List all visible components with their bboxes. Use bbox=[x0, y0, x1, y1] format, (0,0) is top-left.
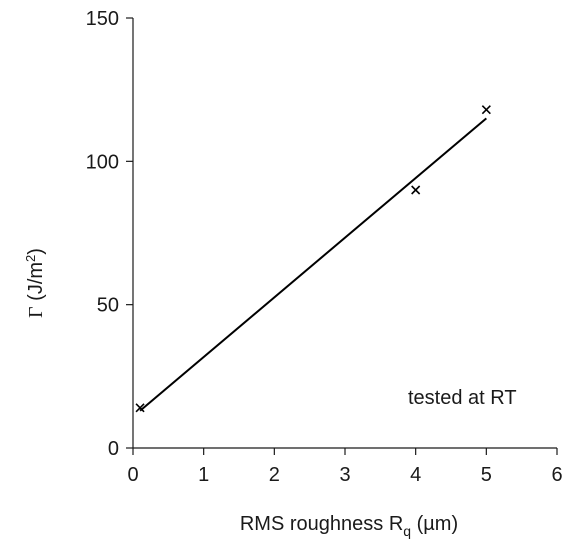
y-tick-label-150: 150 bbox=[86, 8, 119, 30]
x-tick-label-2: 2 bbox=[269, 464, 280, 486]
x-tick-label-6: 6 bbox=[551, 464, 562, 486]
y-tick-label-0: 0 bbox=[108, 438, 119, 460]
x-axis-title-main: RMS roughness R bbox=[240, 513, 403, 535]
x-tick-label-4: 4 bbox=[410, 464, 421, 486]
x-axis-title-units: (µm) bbox=[411, 513, 458, 535]
y-tick-label-50: 50 bbox=[97, 295, 119, 317]
x-tick-label-3: 3 bbox=[339, 464, 350, 486]
x-tick-label-0: 0 bbox=[127, 464, 138, 486]
y-axis-title-units-post: ) bbox=[25, 248, 47, 255]
data-point-3 bbox=[481, 105, 491, 115]
x-axis: 0 1 2 3 4 5 6 bbox=[127, 447, 563, 486]
x-axis-title: RMS roughness Rq (µm) bbox=[240, 513, 458, 539]
annotation-tested-at-rt: tested at RT bbox=[408, 387, 517, 409]
data-point-2-stroke-b bbox=[411, 185, 421, 195]
y-axis-title: Γ (J/m2) bbox=[23, 248, 47, 318]
data-point-2 bbox=[411, 185, 421, 195]
data-point-1 bbox=[135, 403, 145, 413]
data-point-3-stroke-b bbox=[481, 105, 491, 115]
x-tick-label-1: 1 bbox=[198, 464, 209, 486]
plot-marks bbox=[135, 105, 491, 413]
y-axis-title-symbol: Γ bbox=[25, 306, 47, 318]
y-axis-title-superscript: 2 bbox=[23, 255, 38, 262]
y-axis: 0 50 100 150 bbox=[86, 8, 134, 460]
data-point-1-stroke-b bbox=[135, 403, 145, 413]
linear-fit-line bbox=[139, 117, 487, 412]
y-axis-title-units-pre: (J/m bbox=[25, 262, 47, 306]
x-axis-title-subscript: q bbox=[403, 523, 411, 539]
y-tick-label-100: 100 bbox=[86, 151, 119, 173]
x-tick-label-5: 5 bbox=[481, 464, 492, 486]
